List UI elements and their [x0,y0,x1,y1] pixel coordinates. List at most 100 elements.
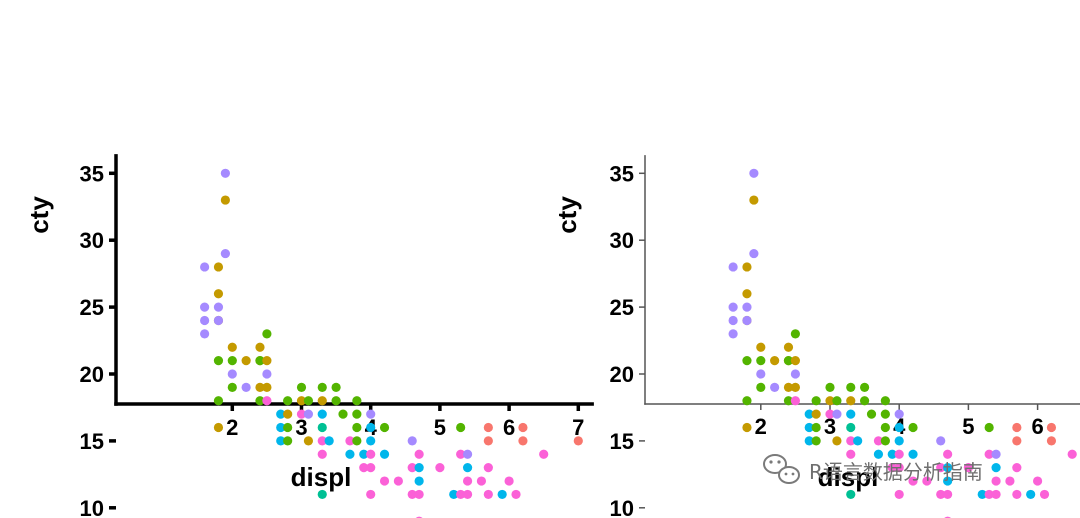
left-data-point [255,356,265,366]
left-data-point [200,329,210,339]
left-data-point [317,396,327,406]
left-data-point [407,436,417,446]
right-y-tick-label: 20 [610,362,634,387]
right-data-point [880,396,890,406]
left-data-point [213,262,224,272]
left-data-point [227,356,237,366]
right-data-point [825,396,835,406]
left-data-point [331,396,341,406]
right-data-point [866,409,877,419]
left-data-point [200,262,210,272]
left-data-point [414,463,424,473]
left-data-point [366,449,376,459]
left-data-point [518,436,528,446]
left-y-tick-label: 15 [80,429,104,454]
right-data-point [728,302,738,312]
right-data-point [832,409,842,419]
left-data-point [262,382,272,392]
right-data-point [1012,436,1022,446]
left-data-point [379,422,390,433]
right-data-point [846,422,856,433]
left-data-point [379,476,390,486]
left-data-point [456,449,466,459]
left-data-point [462,489,473,500]
right-y-tick-label: 15 [610,429,634,454]
left-data-point [483,436,493,446]
left-data-point [366,436,376,446]
left-data-point [296,409,307,419]
left-data-point [462,463,473,473]
right-data-point [860,396,870,406]
left-data-point [213,302,224,312]
left-data-point [407,489,417,500]
right-data-point [1012,422,1022,433]
left-data-point [366,489,376,500]
left-data-point [414,489,424,500]
left-data-point [262,396,272,406]
right-data-point [908,422,918,433]
left-data-point [483,489,493,500]
right-data-point [783,382,794,392]
watermark-text: R语言数据分析指南 [809,460,983,484]
left-data-point [359,449,369,459]
right-data-point [770,382,780,392]
left-y-tick-label: 35 [80,161,104,186]
right-data-point [790,329,801,339]
right-data-point [1012,489,1022,500]
right-data-point [991,463,1001,473]
left-data-point [483,463,493,473]
left-data-point [283,436,293,446]
left-data-point [366,409,376,419]
left-data-point [462,449,473,459]
right-data-point [742,356,752,366]
left-data-point [518,422,528,433]
right-y-tick-label: 25 [610,295,634,320]
right-data-point [790,382,801,392]
right-data-point [894,422,904,433]
left-x-tick-label: 5 [434,415,446,440]
right-y-axis-title: cty [552,196,582,234]
left-data-point [345,436,355,446]
right-data-point [1039,489,1050,500]
left-data-point [317,382,327,392]
left-data-point [324,436,334,446]
left-y-tick-label: 30 [80,228,104,253]
right-data-point [749,195,759,205]
left-y-tick-label: 25 [80,295,104,320]
right-data-point [908,449,918,459]
right-data-point [825,409,835,419]
right-y-tick-label: 10 [610,496,634,518]
right-data-point [860,382,870,392]
right-data-point [742,262,752,272]
left-data-point [283,422,293,433]
left-data-point [414,449,424,459]
right-data-point [977,489,987,500]
left-data-point [456,489,466,500]
left-data-point [449,489,459,500]
left-data-point [456,422,466,433]
right-data-point [1033,476,1043,486]
right-data-point [894,463,904,473]
right-data-point [880,422,890,433]
right-data-point [936,463,946,473]
left-data-point [220,168,230,178]
right-x-tick-label: 6 [1031,414,1043,439]
left-data-point [283,409,293,419]
right-data-point [770,356,780,366]
right-data-point [1046,436,1057,446]
right-data-point [832,436,842,446]
left-data-point [352,422,362,433]
left-data-point [414,476,424,486]
left-x-tick-label: 6 [503,415,515,440]
right-data-point [742,315,752,326]
right-data-point [811,436,821,446]
left-data-point [476,476,487,486]
left-data-point [317,422,327,433]
left-data-point [227,382,237,392]
right-data-point [887,449,897,459]
left-data-point [296,382,307,392]
right-data-point [984,489,994,500]
right-data-point [790,369,801,379]
left-data-point [366,422,376,433]
